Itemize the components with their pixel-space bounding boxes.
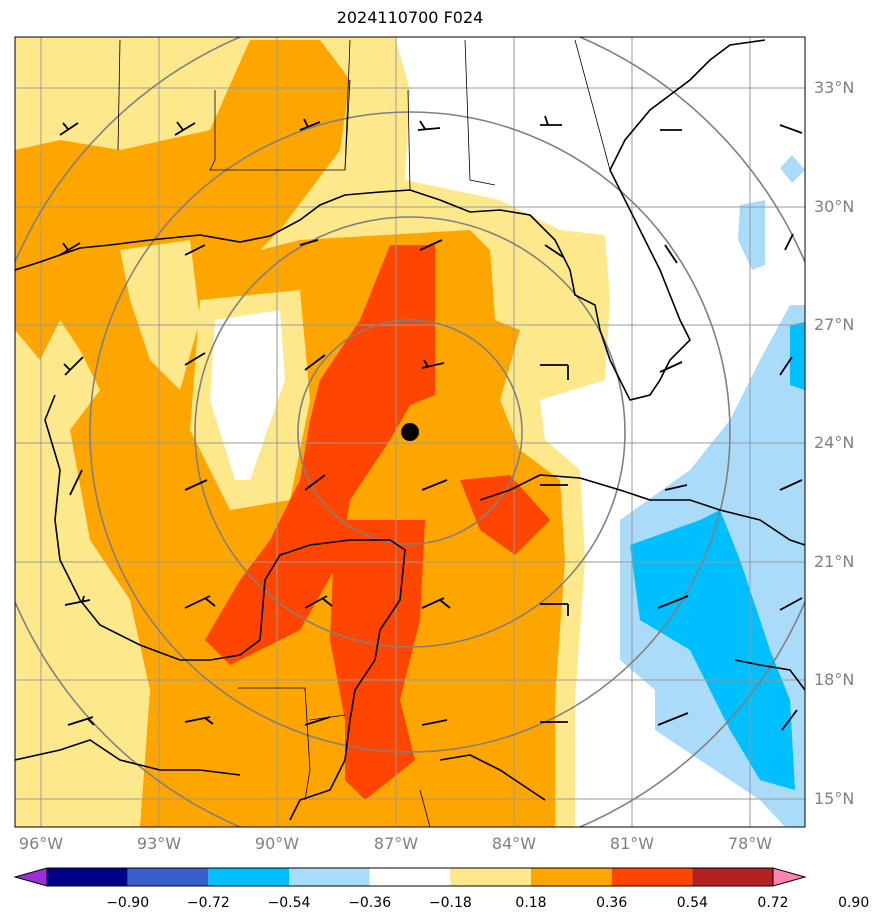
field-red-orange	[205, 245, 435, 665]
map-frame	[14, 36, 806, 828]
colorbar-tick-label: −0.90	[106, 895, 150, 911]
colorbar-segment	[127, 868, 209, 886]
field-sky-blue-2	[790, 322, 805, 390]
range-rings	[15, 37, 805, 827]
colorbar-extend-high	[772, 867, 807, 887]
field-red-orange-3	[460, 475, 550, 555]
colorbar	[13, 867, 807, 887]
field-light-blue-2	[738, 200, 765, 270]
lon-label-96: 96°W	[18, 834, 64, 853]
lat-label-21: 21°N	[814, 552, 855, 571]
lat-label-18: 18°N	[814, 670, 855, 689]
lat-label-24: 24°N	[814, 433, 855, 452]
colorbar-segment	[611, 868, 693, 886]
colorbar-tick-label: −0.18	[428, 895, 472, 911]
lat-label-30: 30°N	[814, 197, 855, 216]
colorbar-tick-label: 0.36	[596, 895, 628, 911]
storm-center-marker	[401, 423, 419, 441]
colorbar-extend-low	[13, 867, 48, 887]
map-title: 2024110700 F024	[336, 8, 484, 27]
field-sky-blue	[630, 510, 795, 790]
colorbar-tick-label: −0.72	[186, 895, 230, 911]
colorbar-segment	[450, 868, 531, 886]
lon-label-90: 90°W	[254, 834, 300, 853]
colorbar-frame	[46, 867, 774, 887]
colorbar-segment	[208, 868, 289, 886]
colorbar-segment	[531, 868, 612, 886]
colorbar-tick-label: 0.18	[515, 895, 547, 911]
graticule	[15, 37, 805, 827]
lon-label-84: 84°W	[491, 834, 537, 853]
lon-label-93: 93°W	[136, 834, 182, 853]
lon-label-78: 78°W	[727, 834, 773, 853]
map-area	[15, 37, 805, 827]
coastlines	[15, 39, 805, 821]
lat-label-33: 33°N	[814, 78, 855, 97]
field-light-blue-3	[780, 155, 805, 183]
colorbar-segment	[47, 868, 128, 886]
colorbar-tick-label: 0.72	[757, 895, 789, 911]
colorbar-tick-label: 0.54	[676, 895, 708, 911]
borders	[117, 39, 611, 827]
colorbar-tick-label: −0.36	[348, 895, 392, 911]
colorbar-segment	[692, 868, 773, 886]
field-white-hole-2	[210, 310, 285, 480]
colorbar-tick-label: −0.54	[267, 895, 311, 911]
lat-label-27: 27°N	[814, 315, 855, 334]
field-yellow-pocket	[120, 240, 200, 390]
lat-label-15: 15°N	[814, 789, 855, 808]
colorbar-segment	[289, 868, 370, 886]
lon-label-81: 81°W	[609, 834, 655, 853]
lon-label-87: 87°W	[373, 834, 419, 853]
wind-barbs	[59, 115, 803, 731]
colorbar-tick-label: 0.90	[838, 895, 870, 911]
colorbar-segment	[369, 868, 451, 886]
